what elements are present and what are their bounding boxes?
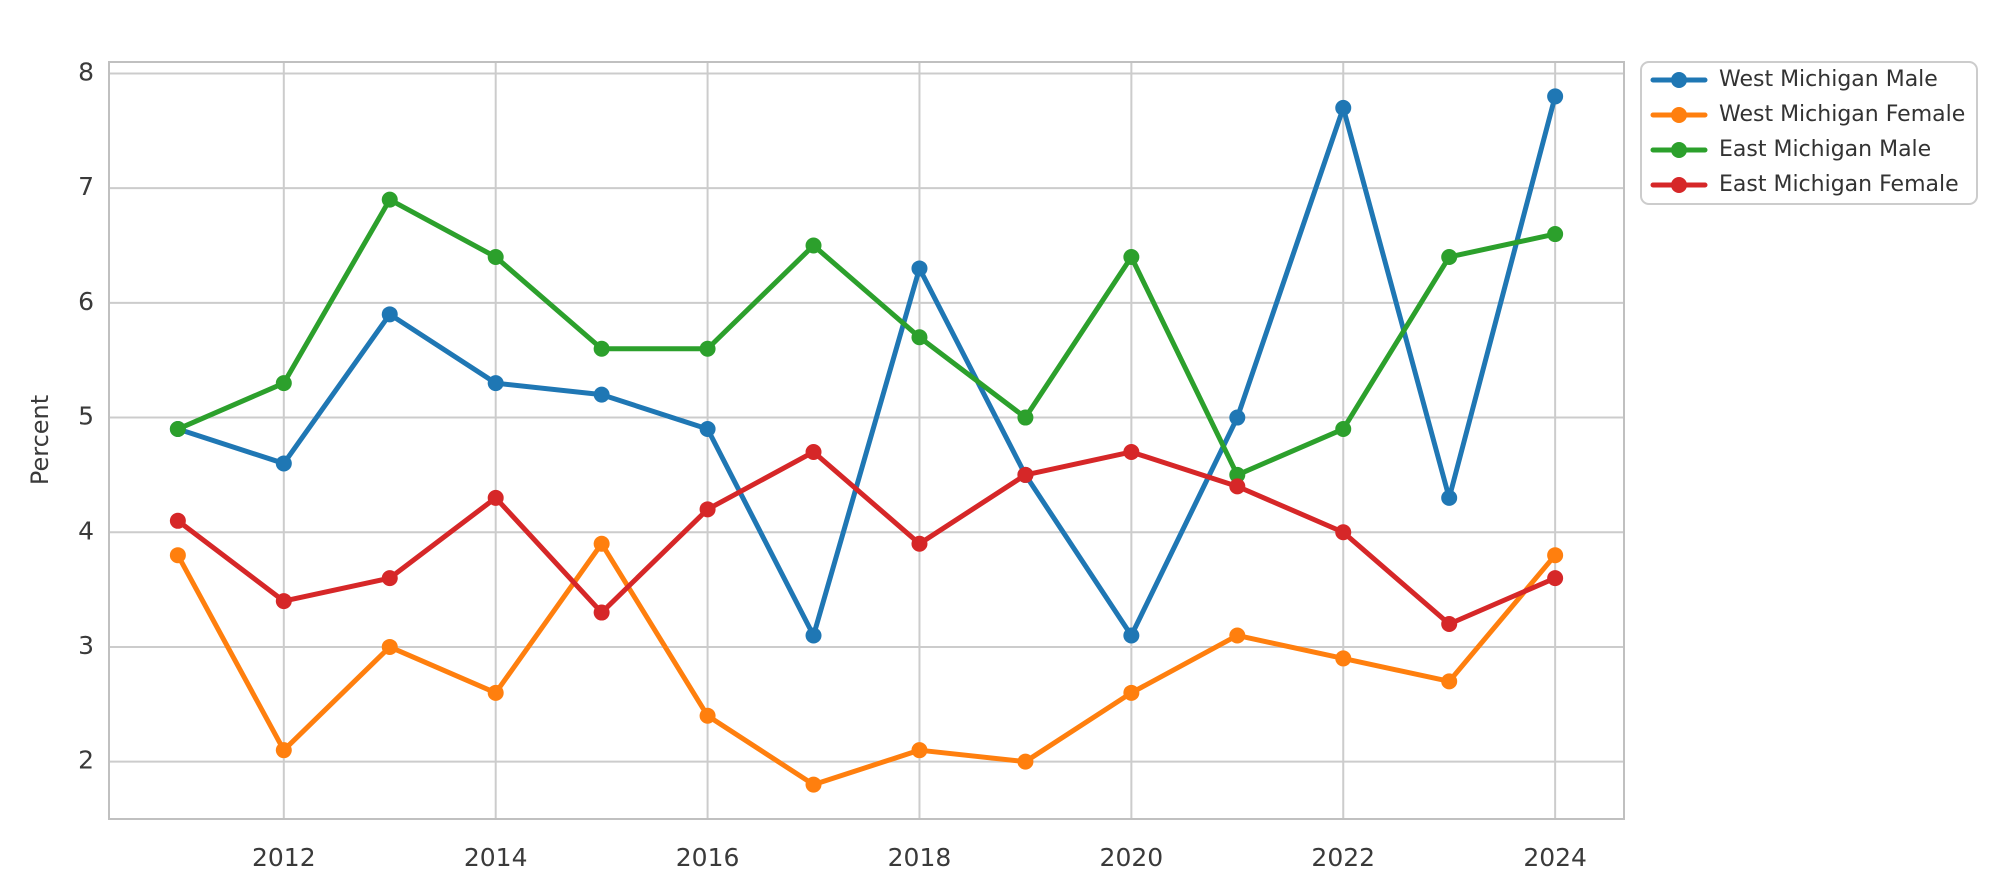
marker-west-michigan-female-2019 — [1017, 753, 1034, 770]
marker-west-michigan-female-2023 — [1441, 673, 1458, 690]
marker-east-michigan-female-2021 — [1229, 478, 1246, 495]
marker-east-michigan-female-2012 — [275, 593, 292, 610]
marker-west-michigan-male-2016 — [699, 421, 716, 438]
marker-west-michigan-male-2022 — [1335, 99, 1352, 116]
marker-east-michigan-male-2022 — [1335, 421, 1352, 438]
marker-west-michigan-male-2020 — [1123, 627, 1140, 644]
axis-label-layer: Percent — [26, 395, 54, 485]
y-axis-label: Percent — [26, 395, 54, 485]
marker-east-michigan-male-2015 — [593, 340, 610, 357]
marker-west-michigan-male-2013 — [381, 306, 398, 323]
marker-west-michigan-female-2012 — [275, 742, 292, 759]
y-tick-label-2: 2 — [78, 746, 94, 775]
marker-west-michigan-male-2024 — [1547, 88, 1564, 105]
y-tick-label-4: 4 — [78, 516, 94, 545]
legend-label-west-michigan-female: West Michigan Female — [1719, 102, 1965, 127]
y-tick-label-8: 8 — [78, 57, 94, 86]
marker-east-michigan-female-2013 — [381, 570, 398, 587]
marker-west-michigan-female-2013 — [381, 638, 398, 655]
legend-item-east-michigan-male: East Michigan Male — [1650, 137, 1931, 162]
series-line-east-michigan-male — [175, 197, 1558, 478]
x-tick-label-2020: 2020 — [1100, 843, 1164, 872]
series-east-michigan-male — [169, 191, 1564, 483]
marker-east-michigan-female-2020 — [1123, 443, 1140, 460]
marker-east-michigan-male-2016 — [699, 340, 716, 357]
marker-east-michigan-female-2014 — [487, 489, 504, 506]
marker-east-michigan-male-2012 — [275, 375, 292, 392]
marker-east-michigan-male-2020 — [1123, 248, 1140, 265]
series-line-east-michigan-female — [175, 449, 1558, 627]
legend: West Michigan Male West Michigan Female Ea… — [1640, 61, 1978, 205]
marker-east-michigan-female-2019 — [1017, 466, 1034, 483]
series-east-michigan-female — [169, 443, 1564, 633]
y-tick-label-3: 3 — [78, 631, 94, 660]
x-tick-label-2024: 2024 — [1523, 843, 1587, 872]
marker-west-michigan-male-2018 — [911, 260, 928, 277]
marker-west-michigan-female-2017 — [805, 776, 822, 793]
marker-east-michigan-male-2021 — [1229, 466, 1246, 483]
marker-east-michigan-female-2018 — [911, 535, 928, 552]
marker-east-michigan-female-2016 — [699, 501, 716, 518]
legend-label-east-michigan-female: East Michigan Female — [1719, 172, 1959, 197]
plot-border — [108, 61, 1625, 820]
legend-marker-east-michigan-male — [1671, 142, 1687, 158]
marker-west-michigan-male-2023 — [1441, 489, 1458, 506]
marker-east-michigan-female-2024 — [1547, 570, 1564, 587]
legend-marker-west-michigan-male — [1671, 72, 1687, 88]
x-tick-label-2016: 2016 — [676, 843, 740, 872]
spine-layer — [108, 61, 1625, 820]
grid-layer — [109, 62, 1624, 819]
marker-west-michigan-female-2022 — [1335, 650, 1352, 667]
marker-west-michigan-male-2015 — [593, 386, 610, 403]
marker-west-michigan-male-2017 — [805, 627, 822, 644]
series-layer — [169, 88, 1564, 793]
x-tick-label-2012: 2012 — [252, 843, 316, 872]
marker-east-michigan-male-2023 — [1441, 248, 1458, 265]
marker-west-michigan-male-2021 — [1229, 409, 1246, 426]
x-tick-label-2014: 2014 — [464, 843, 528, 872]
legend-label-west-michigan-male: West Michigan Male — [1719, 67, 1938, 92]
marker-east-michigan-male-2011 — [169, 421, 186, 438]
legend-marker-east-michigan-female — [1671, 177, 1687, 193]
marker-west-michigan-female-2021 — [1229, 627, 1246, 644]
marker-east-michigan-female-2011 — [169, 512, 186, 529]
tick-layer: 2012 2014 2016 2018 2020 2022 2024 2 3 4 5 6 7 8 — [78, 57, 1587, 872]
marker-east-michigan-female-2017 — [805, 443, 822, 460]
legend-item-east-michigan-female: East Michigan Female — [1650, 172, 1959, 197]
series-west-michigan-female — [169, 535, 1564, 793]
marker-east-michigan-female-2015 — [593, 604, 610, 621]
legend-label-east-michigan-male: East Michigan Male — [1719, 137, 1931, 162]
series-line-west-michigan-female — [175, 541, 1558, 788]
marker-west-michigan-female-2024 — [1547, 547, 1564, 564]
series-line-west-michigan-male — [175, 93, 1558, 638]
marker-west-michigan-female-2014 — [487, 684, 504, 701]
marker-east-michigan-male-2024 — [1547, 226, 1564, 243]
y-tick-label-6: 6 — [78, 287, 94, 316]
marker-west-michigan-female-2020 — [1123, 684, 1140, 701]
marker-east-michigan-male-2014 — [487, 248, 504, 265]
marker-east-michigan-male-2013 — [381, 191, 398, 208]
y-tick-label-5: 5 — [78, 402, 94, 431]
marker-east-michigan-female-2023 — [1441, 616, 1458, 633]
legend-box — [1640, 61, 1978, 205]
marker-west-michigan-male-2014 — [487, 375, 504, 392]
marker-east-michigan-female-2022 — [1335, 524, 1352, 541]
marker-west-michigan-male-2012 — [275, 455, 292, 472]
y-tick-label-7: 7 — [78, 172, 94, 201]
marker-east-michigan-male-2018 — [911, 329, 928, 346]
marker-west-michigan-female-2016 — [699, 707, 716, 724]
legend-item-west-michigan-female: West Michigan Female — [1650, 102, 1965, 127]
marker-west-michigan-female-2015 — [593, 535, 610, 552]
marker-east-michigan-male-2017 — [805, 237, 822, 254]
marker-west-michigan-female-2011 — [169, 547, 186, 564]
legend-item-west-michigan-male: West Michigan Male — [1650, 67, 1938, 92]
marker-west-michigan-female-2018 — [911, 742, 928, 759]
series-west-michigan-male — [169, 88, 1564, 644]
x-tick-label-2018: 2018 — [888, 843, 952, 872]
marker-east-michigan-male-2019 — [1017, 409, 1034, 426]
legend-marker-west-michigan-female — [1671, 107, 1687, 123]
x-tick-label-2022: 2022 — [1311, 843, 1375, 872]
